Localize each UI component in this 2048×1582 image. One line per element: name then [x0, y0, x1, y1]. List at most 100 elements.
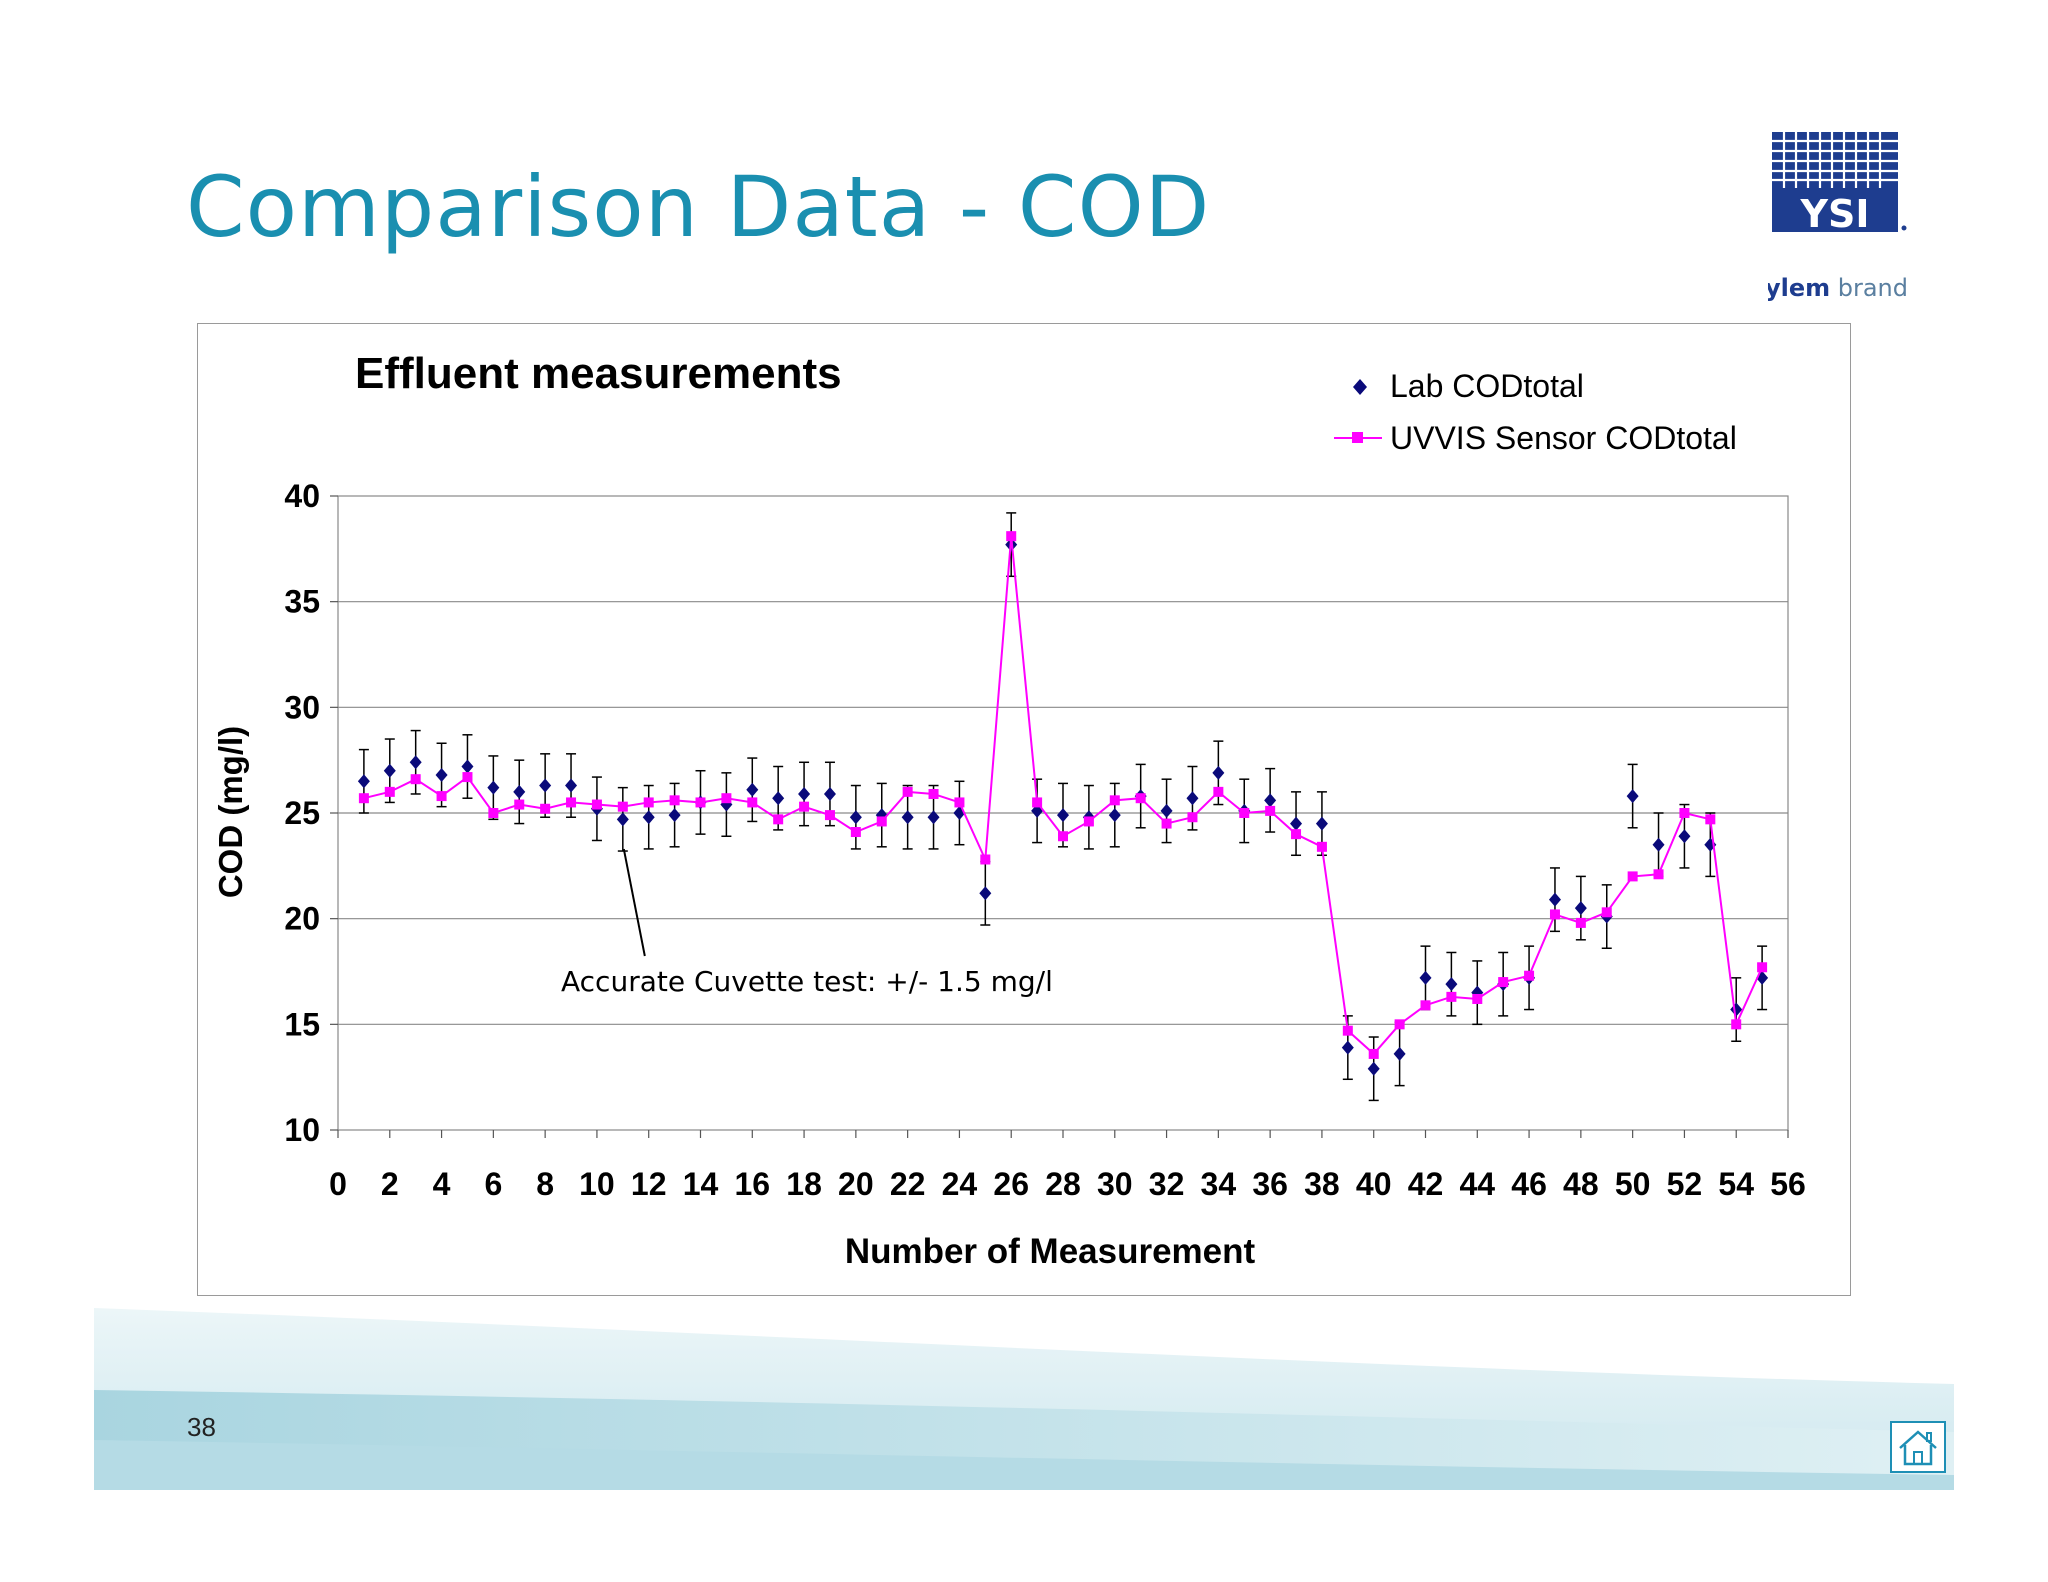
axes — [330, 495, 1789, 1138]
home-icon — [1899, 1430, 1937, 1466]
uvvis-point — [540, 803, 551, 814]
y-axis-label: COD (mg/l) — [212, 726, 249, 898]
lab-point — [1264, 793, 1277, 808]
y-tick-label: 35 — [284, 584, 320, 620]
cod-chart: Effluent measurements Lab CODtotal UVVIS… — [212, 349, 1806, 1271]
uvvis-point — [799, 801, 810, 812]
lab-point — [1212, 765, 1225, 780]
uvvis-point — [669, 795, 680, 806]
chart-frame: Effluent measurements Lab CODtotal UVVIS… — [197, 323, 1851, 1296]
uvvis-point — [591, 799, 602, 810]
lab-point — [487, 780, 500, 795]
x-tick-labels: 0 2 4 6 8 10 12 14 16 18 20 22 24 26 28 30 32 34 36 38 40 42 4… — [329, 1166, 1806, 1202]
x-tick-label: 0 — [329, 1166, 347, 1202]
lab-point — [720, 797, 733, 812]
lab-point — [901, 810, 914, 825]
y-tick-label: 20 — [284, 901, 320, 937]
uvvis-point — [358, 793, 369, 804]
uvvis-point — [514, 799, 525, 810]
uvvis-point — [1135, 793, 1146, 804]
x-tick-label: 16 — [734, 1166, 770, 1202]
uvvis-point — [488, 808, 499, 818]
lab-point — [1419, 970, 1432, 985]
chart-title: Effluent measurements — [355, 349, 842, 398]
legend-uvvis-label: UVVIS Sensor CODtotal — [1390, 420, 1737, 456]
x-tick-label: 46 — [1511, 1166, 1547, 1202]
uvvis-point — [1083, 816, 1094, 827]
uvvis-point — [1549, 909, 1560, 920]
uvvis-point — [876, 816, 887, 827]
y-tick-label: 25 — [284, 795, 320, 831]
uvvis-point — [850, 827, 861, 838]
uvvis-point — [1446, 991, 1457, 1002]
uvvis-point — [1316, 841, 1327, 852]
lab-point — [1367, 1061, 1380, 1076]
lab-point — [1108, 808, 1121, 823]
annotation-arrow — [622, 848, 646, 957]
home-button[interactable] — [1890, 1421, 1946, 1473]
lab-point — [409, 755, 422, 770]
x-tick-label: 56 — [1770, 1166, 1806, 1202]
lab-point — [435, 767, 448, 782]
uvvis-point — [1109, 795, 1120, 806]
uvvis-point — [643, 797, 654, 808]
x-tick-label: 48 — [1563, 1166, 1599, 1202]
x-axis-label: Number of Measurement — [845, 1232, 1256, 1271]
uvvis-point — [928, 788, 939, 799]
uvvis-point — [954, 797, 965, 808]
uvvis-point — [1187, 812, 1198, 823]
x-tick-label: 38 — [1304, 1166, 1340, 1202]
annotation-text: Accurate Cuvette test: +/- 1.5 mg/l — [561, 965, 1053, 998]
uvvis-point — [1265, 805, 1276, 816]
x-tick-label: 20 — [838, 1166, 874, 1202]
uvvis-point — [1032, 797, 1043, 808]
x-tick-label: 26 — [993, 1166, 1029, 1202]
uvvis-point — [1006, 531, 1017, 542]
uvvis-point — [1342, 1025, 1353, 1036]
lab-point — [1445, 977, 1458, 992]
lab-point — [823, 786, 836, 801]
uvvis-point — [1524, 970, 1535, 981]
uvvis-point — [410, 774, 421, 785]
x-tick-label: 18 — [786, 1166, 822, 1202]
uvvis-point — [462, 772, 473, 783]
x-tick-label: 14 — [683, 1166, 719, 1202]
x-tick-label: 34 — [1201, 1166, 1237, 1202]
x-tick-label: 50 — [1615, 1166, 1651, 1202]
lab-point — [383, 763, 396, 778]
lab-point — [1315, 816, 1328, 831]
annotation: Accurate Cuvette test: +/- 1.5 mg/l — [561, 848, 1053, 998]
uvvis-point — [617, 801, 628, 812]
lab-point — [798, 786, 811, 801]
slide-title: Comparison Data - COD — [186, 158, 1211, 256]
lab-point — [1186, 791, 1199, 806]
uvvis-point — [1601, 907, 1612, 918]
x-tick-label: 36 — [1252, 1166, 1288, 1202]
uvvis-point — [1575, 917, 1586, 928]
lab-point — [642, 810, 655, 825]
lab-point — [461, 759, 474, 774]
lab-point — [1548, 892, 1561, 907]
x-tick-label: 52 — [1667, 1166, 1703, 1202]
x-tick-label: 24 — [942, 1166, 978, 1202]
lab-point — [979, 886, 992, 901]
lab-point — [513, 784, 526, 799]
uvvis-point — [1368, 1048, 1379, 1059]
uvvis-point — [384, 786, 395, 797]
x-tick-label: 54 — [1718, 1166, 1754, 1202]
uvvis-point — [1679, 808, 1690, 818]
lab-point — [357, 774, 370, 789]
lab-point — [1626, 789, 1639, 804]
lab-point — [1290, 816, 1303, 831]
uvvis-point — [1161, 818, 1172, 829]
uvvis-point — [1472, 993, 1483, 1004]
ysi-logo: YSI a xylem brand — [1768, 132, 1908, 302]
uvvis-point — [824, 810, 835, 821]
uvvis-point — [1498, 977, 1509, 988]
x-tick-label: 8 — [536, 1166, 554, 1202]
ysi-grid-mark: YSI — [1772, 132, 1907, 236]
x-tick-label: 10 — [579, 1166, 615, 1202]
uvvis-point — [1757, 962, 1768, 973]
lab-point — [1057, 808, 1069, 823]
uvvis-point — [1627, 871, 1638, 882]
